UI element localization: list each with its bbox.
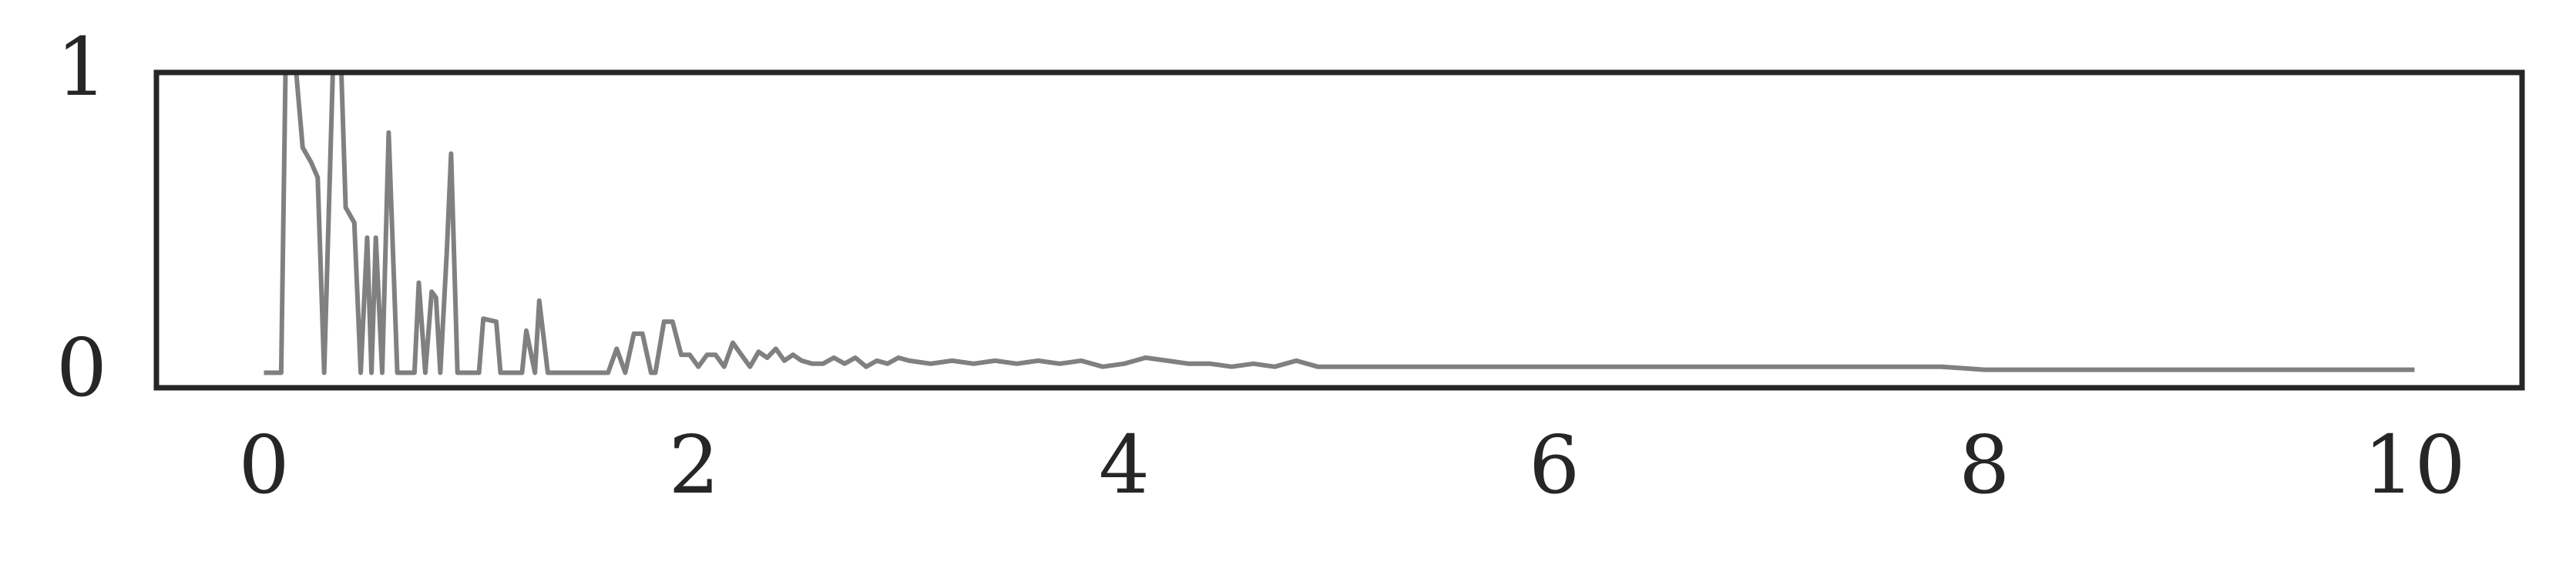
x-tick-label: 4: [1099, 418, 1150, 512]
x-tick-label: 2: [669, 418, 720, 512]
x-tick-label: 10: [2363, 418, 2465, 512]
x-tick-label: 6: [1529, 418, 1580, 512]
y-tick-label: 0: [56, 321, 107, 415]
plot-frame: [153, 69, 2525, 391]
y-tick-label: 1: [56, 20, 107, 114]
line: [264, 70, 2415, 375]
x-tick-label: 8: [1959, 418, 2010, 512]
x-tick-label: 0: [238, 418, 289, 512]
